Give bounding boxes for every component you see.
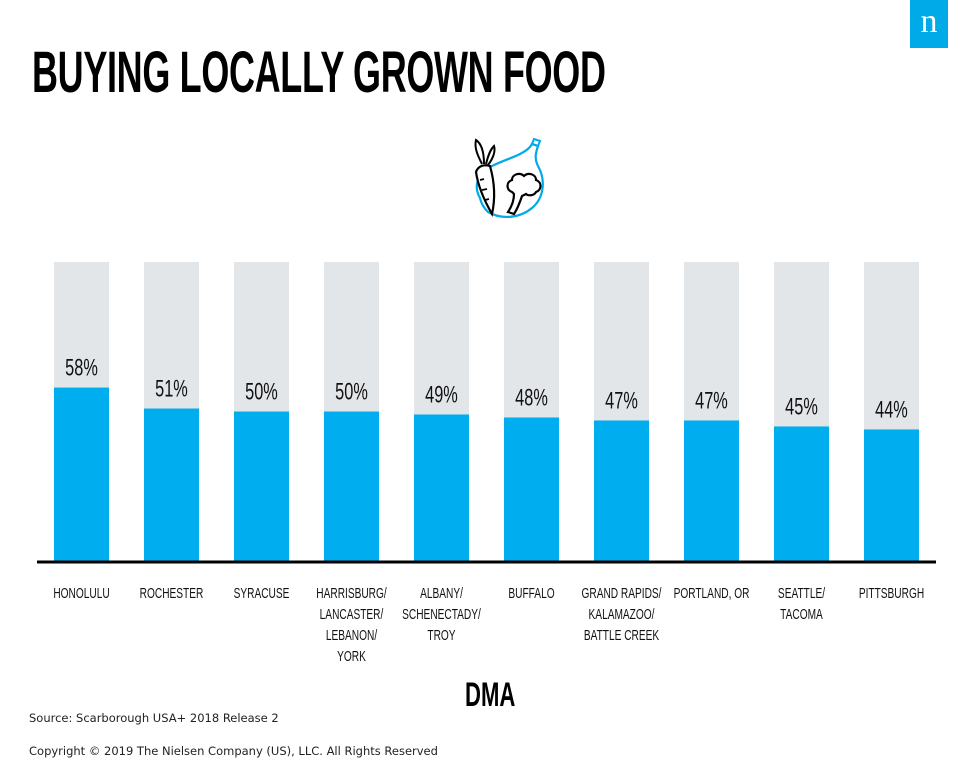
chart-title: BUYING LOCALLY GROWN FOOD bbox=[32, 40, 606, 105]
data-label: 44% bbox=[875, 396, 908, 423]
x-tick-label: PORTLAND, OR bbox=[674, 585, 750, 601]
x-tick-label: HONOLULU bbox=[53, 585, 109, 601]
copyright-note: Copyright © 2019 The Nielsen Company (US… bbox=[29, 744, 438, 758]
x-tick-label: BUFFALO bbox=[508, 585, 554, 601]
x-tick-label: HARRISBURG/ bbox=[316, 585, 387, 601]
x-tick-label: BATTLE CREEK bbox=[584, 627, 660, 643]
data-label: 47% bbox=[605, 387, 638, 414]
nielsen-logo: n bbox=[910, 0, 948, 48]
broccoli-outline bbox=[506, 172, 542, 216]
data-label: 50% bbox=[335, 378, 368, 405]
bar bbox=[234, 411, 289, 561]
data-label: 48% bbox=[515, 384, 548, 411]
data-label: 47% bbox=[695, 387, 728, 414]
x-tick-label: ROCHESTER bbox=[140, 585, 204, 601]
x-tick-label: SCHENECTADY/ bbox=[402, 606, 481, 622]
x-axis-title: DMA bbox=[465, 676, 516, 714]
bar bbox=[504, 417, 559, 561]
vegetables-icon bbox=[468, 136, 558, 226]
x-tick-label: YORK bbox=[337, 648, 366, 664]
x-tick-label: TROY bbox=[427, 627, 456, 643]
bar bbox=[864, 429, 919, 561]
x-tick-label: GRAND RAPIDS/ bbox=[582, 585, 662, 601]
bar bbox=[684, 420, 739, 561]
bar bbox=[144, 408, 199, 561]
x-tick-label: SYRACUSE bbox=[234, 585, 290, 601]
data-label: 49% bbox=[425, 381, 458, 408]
bar bbox=[54, 387, 109, 561]
data-label: 58% bbox=[65, 355, 98, 382]
bar bbox=[324, 411, 379, 561]
x-tick-label: LANCASTER/ bbox=[320, 606, 384, 622]
x-tick-label: ALBANY/ bbox=[420, 585, 463, 601]
data-label: 50% bbox=[245, 378, 278, 405]
x-tick-label: TACOMA bbox=[780, 606, 823, 622]
x-tick-label: LEBANON/ bbox=[326, 627, 378, 643]
bar bbox=[774, 426, 829, 561]
x-tick-label: KALAMAZOO/ bbox=[589, 606, 655, 622]
x-tick-label: SEATTLE/ bbox=[778, 585, 826, 601]
data-label: 51% bbox=[155, 375, 188, 402]
x-tick-label: PITTSBURGH bbox=[859, 585, 924, 601]
source-note: Source: Scarborough USA+ 2018 Release 2 bbox=[29, 711, 279, 725]
bar bbox=[594, 420, 649, 561]
bar bbox=[414, 414, 469, 561]
data-label: 45% bbox=[785, 393, 818, 420]
